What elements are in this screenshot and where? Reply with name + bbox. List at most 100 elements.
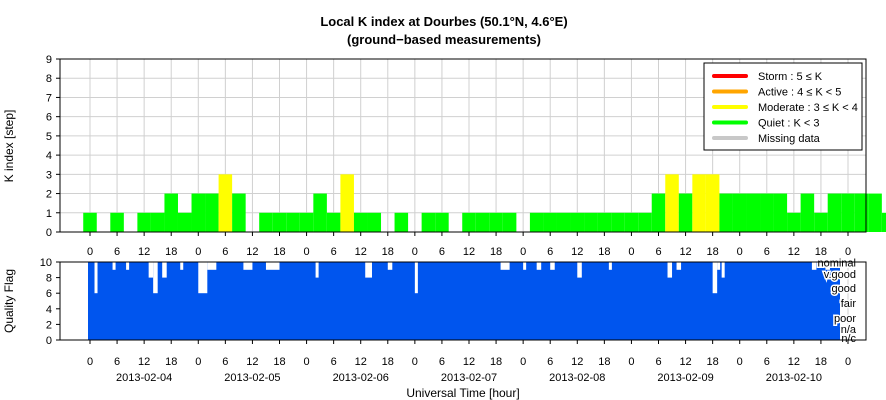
k-bar — [814, 212, 828, 232]
k-bar — [584, 212, 598, 232]
q-x-tick-label: 6 — [331, 356, 337, 368]
legend-label: Missing data — [758, 133, 821, 145]
k-x-tick-label: 18 — [382, 246, 394, 258]
k-bar — [651, 193, 666, 232]
q-x-tick-label: 12 — [138, 356, 150, 368]
q-dip — [721, 262, 725, 278]
k-x-tick-label: 6 — [222, 246, 228, 258]
k-x-tick-label: 12 — [788, 246, 800, 258]
k-x-tick-label: 0 — [412, 246, 418, 258]
k-bar — [732, 193, 747, 232]
k-bar — [868, 193, 882, 232]
q-dip — [180, 262, 184, 270]
k-bar — [502, 212, 517, 232]
k-x-tick-label: 6 — [764, 246, 770, 258]
k-bar — [787, 212, 801, 232]
k-bar — [611, 212, 625, 232]
q-x-tick-label: 12 — [355, 356, 367, 368]
legend-label: Quiet : K < 3 — [758, 118, 819, 130]
k-bar — [110, 212, 124, 232]
q-x-tick-label: 18 — [815, 356, 827, 368]
q-dip — [198, 262, 208, 294]
q-y-tick-label: 2 — [46, 319, 52, 331]
k-bar — [150, 212, 165, 232]
k-bar — [746, 193, 761, 232]
legend-label: Moderate : 3 ≤ K < 4 — [758, 102, 858, 114]
k-bar — [719, 193, 733, 232]
k-x-tick-label: 12 — [355, 246, 367, 258]
k-x-tick-label: 0 — [304, 246, 310, 258]
q-dip — [387, 262, 393, 270]
q-dip — [717, 262, 721, 270]
q-dip — [148, 262, 154, 278]
k-x-tick-label: 12 — [679, 246, 691, 258]
q-date-label: 2013-02-04 — [116, 372, 172, 384]
k-bar — [678, 193, 693, 232]
q-x-tick-label: 0 — [195, 356, 201, 368]
q-x-tick-label: 6 — [439, 356, 445, 368]
q-level-label: poor — [834, 313, 856, 325]
k-y-tick-label: 3 — [46, 169, 52, 181]
q-date-label: 2013-02-10 — [766, 372, 822, 384]
q-level-label: good — [832, 283, 856, 295]
q-date-label: 2013-02-07 — [441, 372, 497, 384]
k-bar — [394, 212, 409, 232]
q-dip — [126, 262, 130, 270]
k-x-tick-label: 6 — [655, 246, 661, 258]
q-date-label: 2013-02-05 — [224, 372, 280, 384]
k-x-tick-label: 0 — [628, 246, 634, 258]
k-bar — [259, 212, 273, 232]
q-x-tick-label: 18 — [165, 356, 177, 368]
k-bar — [435, 212, 449, 232]
q-dip — [608, 262, 612, 270]
q-x-tick-label: 0 — [628, 356, 634, 368]
q-dip — [577, 262, 582, 278]
k-bar — [205, 193, 219, 232]
q-level-label: v.good — [824, 269, 856, 281]
q-dip — [112, 262, 116, 270]
q-date-label: 2013-02-08 — [549, 372, 605, 384]
k-y-tick-label: 7 — [46, 92, 52, 104]
q-level-label: n/c — [841, 333, 856, 345]
k-y-tick-label: 0 — [46, 227, 52, 239]
k-x-tick-label: 0 — [195, 246, 201, 258]
k-bar — [83, 212, 97, 232]
legend-label: Storm : 5 ≤ K — [758, 71, 823, 83]
k-x-tick-label: 6 — [547, 246, 553, 258]
k-bar — [543, 212, 557, 232]
q-dip — [315, 262, 319, 278]
q-y-ticks: 0 2 4 6 8 10 — [40, 257, 60, 347]
k-bar — [597, 212, 612, 232]
k-bar — [556, 212, 571, 232]
k-x-tick-label: 0 — [87, 246, 93, 258]
k-bar — [841, 193, 855, 232]
q-x-tick-label: 0 — [412, 356, 418, 368]
q-x-tick-label: 0 — [87, 356, 93, 368]
q-x-tick-label: 12 — [246, 356, 258, 368]
k-y-tick-label: 6 — [46, 112, 52, 124]
k-bar — [218, 174, 233, 232]
q-x-tick-label: 6 — [764, 356, 770, 368]
k-bar — [353, 212, 368, 232]
k-bar — [367, 212, 382, 232]
q-level-label: n/a — [841, 324, 857, 336]
q-date-labels: 2013-02-04 2013-02-05 2013-02-06 2013-02-07… — [116, 372, 822, 384]
k-y-tick-label: 8 — [46, 73, 52, 85]
k-bars — [83, 174, 886, 232]
k-y-axis-label: K index [step] — [2, 110, 16, 183]
q-dip — [811, 262, 817, 270]
q-dip — [500, 262, 510, 270]
k-x-tick-label: 0 — [845, 246, 851, 258]
k-bar — [232, 193, 246, 232]
q-x-tick-label: 6 — [114, 356, 120, 368]
k-bar — [313, 193, 327, 232]
q-dip — [414, 262, 418, 294]
k-x-tick-label: 6 — [439, 246, 445, 258]
q-x-tick-label: 0 — [845, 356, 851, 368]
q-x-tick-label: 18 — [598, 356, 610, 368]
q-x-tick-label: 12 — [463, 356, 475, 368]
q-dip — [153, 262, 158, 294]
q-x-tick-label: 0 — [304, 356, 310, 368]
